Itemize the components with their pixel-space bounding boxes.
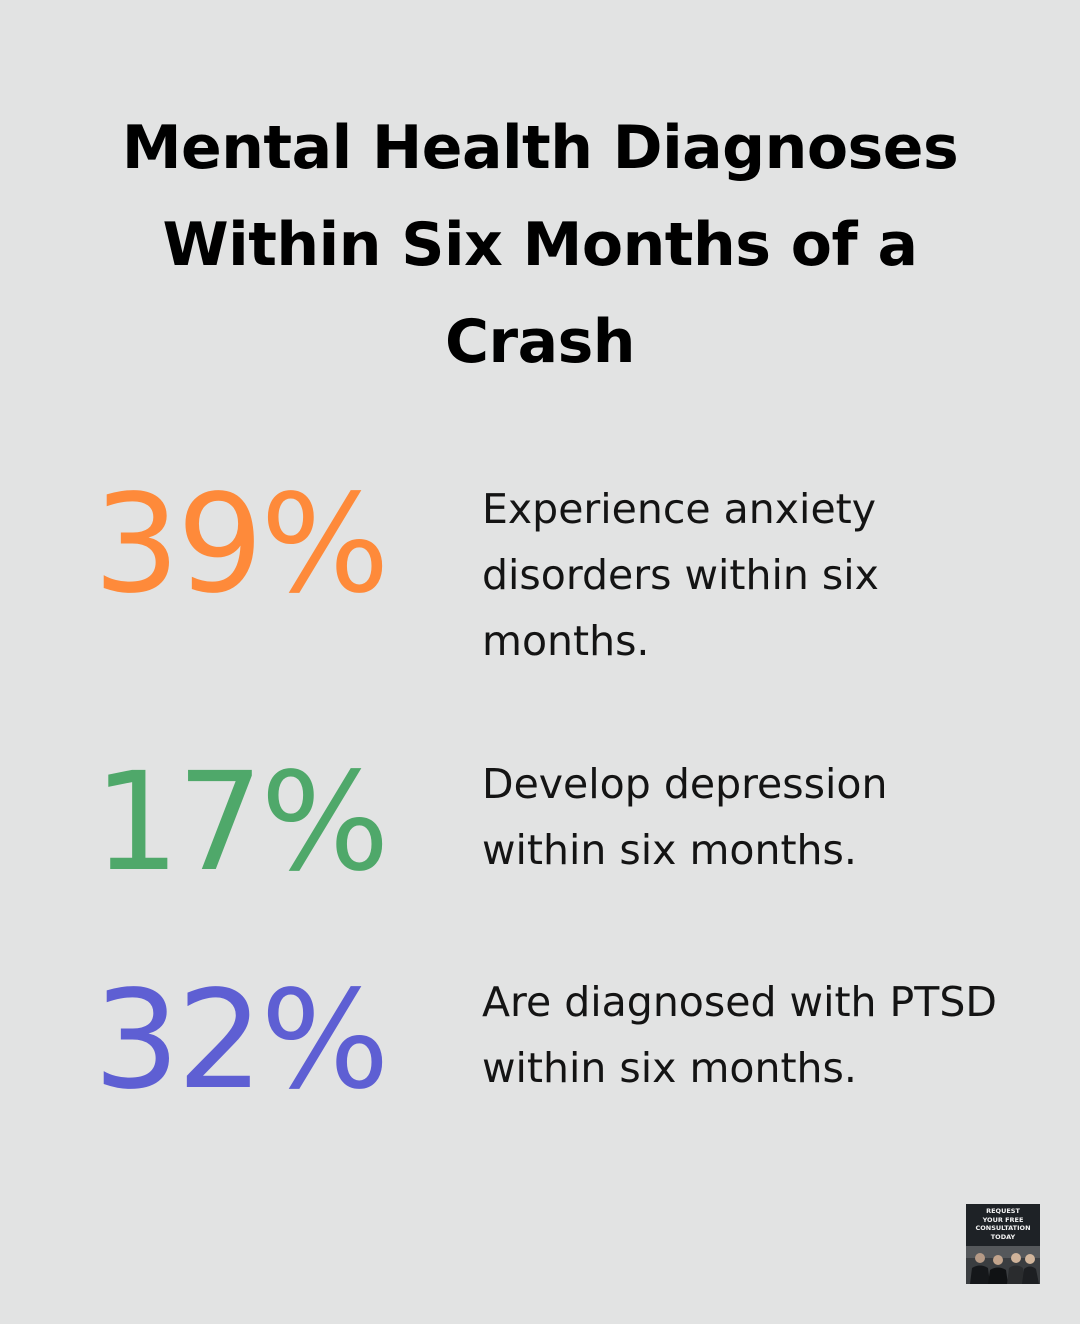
- consultation-badge[interactable]: REQUEST YOUR FREE CONSULTATION TODAY: [966, 1204, 1040, 1284]
- stat-description: Develop depression within six months.: [482, 760, 888, 874]
- stat-description: Are diagnosed with PTSD within six month…: [482, 978, 997, 1092]
- stat-value: 39%: [93, 466, 389, 624]
- stat-description: Experience anxiety disorders within six …: [482, 485, 879, 665]
- chart-title: Mental Health Diagnoses Within Six Month…: [121, 113, 959, 377]
- stat-value: 32%: [93, 962, 389, 1120]
- attorneys-photo: [966, 1246, 1040, 1284]
- consultation-badge-text: REQUEST YOUR FREE CONSULTATION TODAY: [975, 1207, 1031, 1241]
- stat-value: 17%: [93, 744, 389, 902]
